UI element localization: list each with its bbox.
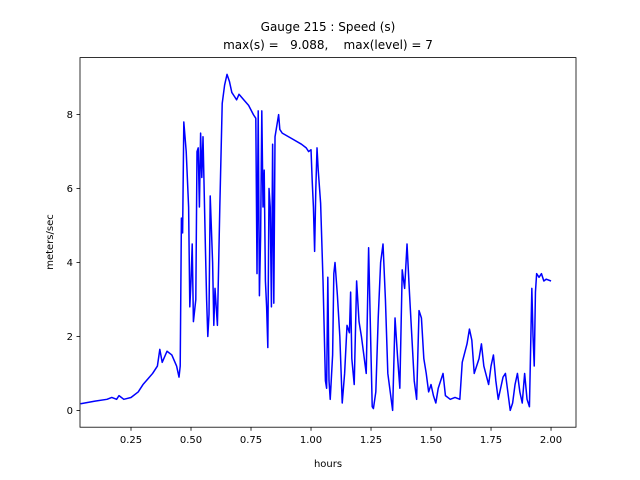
x-tick-label: 1.50	[420, 435, 442, 446]
x-tick-label: 2.00	[540, 435, 562, 446]
y-tick-label: 4	[67, 258, 73, 269]
y-tick-label: 8	[67, 110, 73, 121]
x-tick-label: 1.25	[360, 435, 382, 446]
x-tick-label: 0.75	[240, 435, 262, 446]
chart-title: Gauge 215 : Speed (s)	[261, 20, 396, 34]
y-tick-label: 2	[67, 332, 73, 343]
chart-subtitle: max(s) = 9.088, max(level) = 7	[223, 38, 433, 52]
y-tick-label: 6	[67, 184, 73, 195]
x-tick-label: 1.00	[300, 435, 322, 446]
y-tick-label: 0	[67, 406, 73, 417]
x-tick-label: 0.25	[120, 435, 142, 446]
x-tick-label: 0.50	[180, 435, 202, 446]
y-axis-label: meters/sec	[45, 214, 56, 270]
x-tick-label: 1.75	[480, 435, 502, 446]
plot-frame	[79, 57, 577, 428]
x-axis-label: hours	[314, 459, 342, 470]
data-line	[80, 73, 552, 412]
